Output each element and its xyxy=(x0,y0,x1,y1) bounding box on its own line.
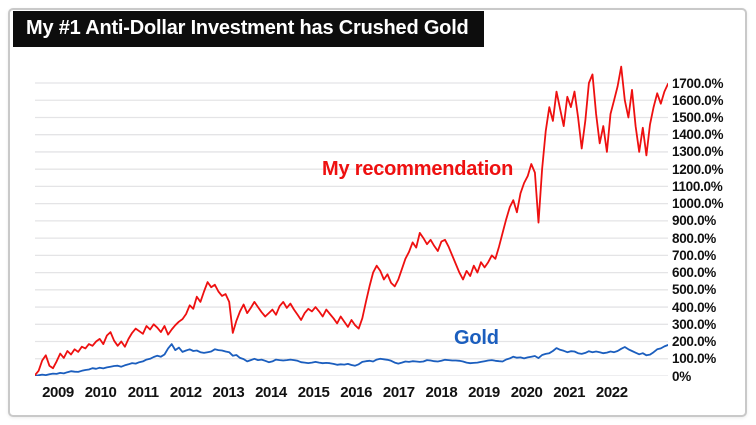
y-tick-label: 1500.0% xyxy=(672,110,724,125)
y-tick-label: 1200.0% xyxy=(672,161,724,177)
x-tick-label: 2017 xyxy=(382,384,415,401)
series-line-my-recommendation xyxy=(35,65,668,376)
y-tick-label: 1700.0% xyxy=(672,75,724,91)
x-tick-label: 2010 xyxy=(84,384,117,401)
y-tick-label: 100.0% xyxy=(672,351,716,367)
y-tick-label: 1300.0% xyxy=(672,144,724,160)
y-tick-label: 800.0% xyxy=(672,230,716,246)
y-tick-label: 0% xyxy=(672,368,691,384)
y-tick-label: 1000.0% xyxy=(672,196,724,212)
x-tick-label: 2018 xyxy=(425,384,458,401)
y-tick-label: 1100.0% xyxy=(672,178,723,194)
x-tick-label: 2014 xyxy=(255,384,287,401)
x-tick-label: 2021 xyxy=(553,384,586,401)
y-tick-label: 200.0% xyxy=(672,334,716,349)
y-tick-label: 600.0% xyxy=(672,265,716,281)
x-tick-label: 2012 xyxy=(169,384,202,401)
x-tick-label: 2016 xyxy=(340,384,373,401)
y-tick-label: 1600.0% xyxy=(672,92,724,108)
x-tick-label: 2013 xyxy=(212,384,245,401)
x-tick-label: 2009 xyxy=(42,384,74,401)
series-label-my-recommendation: My recommendation xyxy=(322,158,514,180)
chart-title: My #1 Anti-Dollar Investment has Crushed… xyxy=(26,17,469,39)
series-line-gold xyxy=(35,343,668,376)
chart-card: My #1 Anti-Dollar Investment has Crushed… xyxy=(8,8,747,417)
y-tick-label: 900.0% xyxy=(672,213,716,229)
x-tick-label: 2019 xyxy=(468,384,500,401)
y-tick-label: 700.0% xyxy=(672,247,716,263)
series-label-gold: Gold xyxy=(454,327,499,349)
x-tick-label: 2011 xyxy=(127,384,159,401)
x-tick-label: 2022 xyxy=(595,384,628,401)
y-tick-label: 300.0% xyxy=(672,316,716,332)
y-tick-label: 400.0% xyxy=(672,299,716,315)
x-tick-label: 2020 xyxy=(510,384,543,401)
chart-canvas xyxy=(35,65,668,376)
x-tick-label: 2015 xyxy=(297,384,330,401)
y-tick-label: 1400.0% xyxy=(672,127,724,143)
y-tick-label: 500.0% xyxy=(672,282,716,298)
title-banner: My #1 Anti-Dollar Investment has Crushed… xyxy=(13,11,484,47)
